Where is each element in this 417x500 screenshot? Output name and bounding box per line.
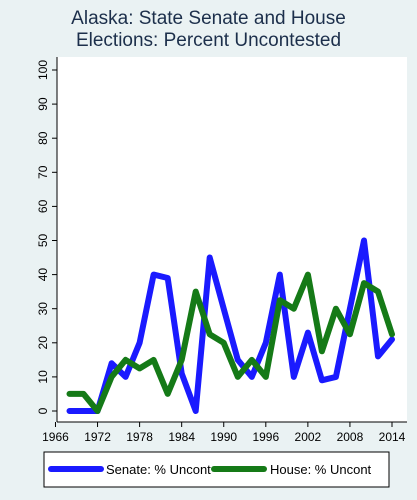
chart-title-line-2: Elections: Percent Uncontested bbox=[75, 30, 342, 51]
y-tick-label: 60 bbox=[36, 199, 50, 213]
y-tick-label: 30 bbox=[36, 302, 50, 316]
x-tick-label: 1978 bbox=[126, 430, 153, 444]
chart-title-line-1: Alaska: State Senate and House bbox=[71, 8, 346, 29]
x-tick-label: 1990 bbox=[210, 430, 237, 444]
x-axis: 1966 1972 1978 1984 1990 1996 2002 2008 2014 bbox=[42, 421, 407, 444]
x-tick-label: 1996 bbox=[252, 430, 279, 444]
y-tick-label: 70 bbox=[36, 165, 50, 179]
y-tick-label: 90 bbox=[36, 97, 50, 111]
x-tick-label: 1972 bbox=[84, 430, 111, 444]
y-tick-label: 80 bbox=[36, 131, 50, 145]
y-tick-label: 20 bbox=[36, 336, 50, 350]
y-tick-label: 10 bbox=[36, 370, 50, 384]
x-tick-label: 2002 bbox=[295, 430, 322, 444]
legend-label: House: % Uncont bbox=[270, 462, 372, 477]
y-axis: 0 10 20 30 40 50 60 70 80 90 100 bbox=[36, 57, 58, 422]
x-tick-label: 1984 bbox=[168, 430, 195, 444]
series-line-senate bbox=[66, 237, 395, 414]
y-tick-label: 0 bbox=[36, 407, 50, 414]
x-tick-label: 2008 bbox=[337, 430, 364, 444]
x-tick-label: 2014 bbox=[379, 430, 406, 444]
series-layer bbox=[66, 237, 395, 414]
x-tick-label: 1966 bbox=[42, 430, 69, 444]
legend-label: Senate: % Uncont bbox=[106, 462, 211, 477]
y-tick-label: 100 bbox=[36, 60, 50, 80]
y-tick-label: 40 bbox=[36, 268, 50, 282]
y-tick-label: 50 bbox=[36, 234, 50, 248]
series-line-house bbox=[66, 271, 395, 414]
legend: Senate: % Uncont House: % Uncont bbox=[43, 451, 390, 488]
